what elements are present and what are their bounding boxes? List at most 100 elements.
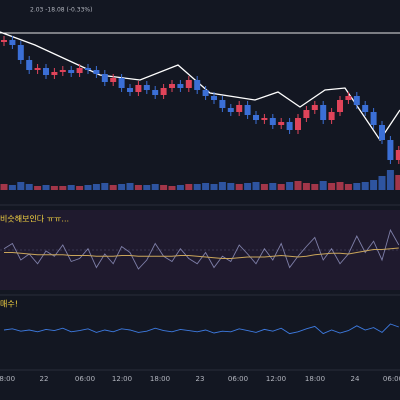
candle-body — [244, 105, 251, 115]
volume-bar — [344, 184, 352, 190]
candle-body — [278, 122, 285, 125]
volume-bar — [92, 184, 100, 190]
volume-bar — [151, 184, 159, 190]
volume-bar — [185, 184, 193, 190]
candle-body — [379, 125, 385, 140]
candle-body — [127, 88, 133, 92]
candle-body — [295, 118, 301, 130]
candle-body — [286, 122, 293, 130]
volume-bar — [17, 182, 25, 190]
x-axis-label: 06:00 — [228, 375, 248, 383]
volume-bar — [84, 185, 92, 190]
candle-body — [93, 70, 100, 74]
volume-bar — [42, 185, 50, 190]
volume-bar — [67, 185, 75, 190]
candle-body — [101, 74, 108, 82]
candle-body — [177, 84, 184, 88]
candle-body — [152, 90, 159, 95]
candle-body — [253, 115, 259, 120]
candle-body — [185, 80, 192, 88]
volume-bar — [109, 185, 117, 190]
volume-bar — [319, 181, 327, 190]
candle-body — [135, 85, 142, 92]
candle-body — [311, 105, 318, 110]
volume-bar — [218, 182, 226, 190]
candle-body — [269, 118, 276, 125]
annotation-text: 매수! — [0, 300, 18, 309]
volume-bar — [269, 183, 277, 190]
volume-bar — [25, 184, 33, 190]
x-axis-label: 06:00 — [383, 375, 400, 383]
candle-body — [387, 140, 394, 160]
x-axis-label: 06:00 — [75, 375, 95, 383]
candle-body — [118, 78, 125, 88]
candle-body — [395, 150, 400, 160]
x-axis-label: 18:00 — [0, 375, 15, 383]
volume-bar — [328, 183, 336, 190]
volume-bar — [101, 183, 109, 190]
candle-body — [227, 108, 234, 112]
x-axis-label: 12:00 — [266, 375, 286, 383]
x-axis-label: 18:00 — [305, 375, 325, 383]
volume-bar — [76, 186, 84, 190]
candle-body — [353, 96, 360, 105]
candle-body — [169, 84, 175, 88]
volume-bar — [227, 183, 235, 190]
volume-bar — [386, 170, 394, 190]
volume-bar — [118, 184, 126, 190]
candle-body — [328, 112, 335, 120]
volume-bar — [143, 185, 151, 190]
volume-bar — [277, 184, 285, 190]
volume-bar — [126, 183, 134, 190]
trend-drawing — [0, 31, 400, 142]
candle-body — [362, 105, 369, 112]
volume-bar — [353, 183, 361, 190]
volume-bar — [50, 186, 58, 190]
candle-body — [85, 68, 91, 70]
candle-body — [261, 118, 268, 120]
oscillator-line — [3, 228, 400, 270]
volume-bar — [302, 183, 310, 190]
volume-bar — [370, 180, 378, 190]
x-axis-label: 24 — [351, 375, 360, 383]
candle-body — [143, 85, 150, 90]
candle-body — [110, 78, 117, 82]
volume-bar — [336, 182, 344, 190]
candle-body — [59, 70, 66, 72]
volume-bar — [235, 184, 243, 190]
volume-bar — [176, 185, 184, 190]
candle-body — [202, 90, 209, 96]
x-axis-label: 12:00 — [112, 375, 132, 383]
candle-body — [211, 96, 217, 100]
volume-bar — [0, 184, 8, 190]
candle-body — [34, 68, 41, 70]
volume-bar — [168, 186, 176, 190]
volume-bar — [361, 182, 369, 190]
volume-bar — [34, 186, 42, 190]
volume-bar — [59, 186, 67, 190]
x-axis-label: 22 — [40, 375, 49, 383]
candle-body — [1, 40, 7, 42]
candle-body — [9, 40, 16, 45]
candle-body — [43, 68, 49, 75]
volume-bar — [8, 185, 16, 190]
volume-bar — [202, 183, 210, 190]
annotation-text: 비슷해보인다 ㅠㅠ... — [0, 214, 69, 224]
quote-text: 2.03 -18.08 (-0.33%) — [30, 7, 92, 14]
volume-bar — [193, 184, 201, 190]
volume-bar — [134, 185, 142, 190]
volume-bar — [260, 184, 268, 190]
oscillator-ma-line — [4, 247, 399, 259]
signal-line — [3, 323, 399, 335]
candle-body — [51, 72, 58, 75]
volume-bar — [311, 184, 319, 190]
candle-body — [26, 60, 33, 70]
candle-body — [236, 105, 243, 112]
volume-bar — [378, 176, 386, 190]
volume-bar — [395, 175, 400, 190]
candle-body — [303, 110, 310, 118]
candle-body — [17, 45, 24, 60]
candle-body — [76, 68, 83, 73]
volume-bar — [294, 181, 302, 190]
